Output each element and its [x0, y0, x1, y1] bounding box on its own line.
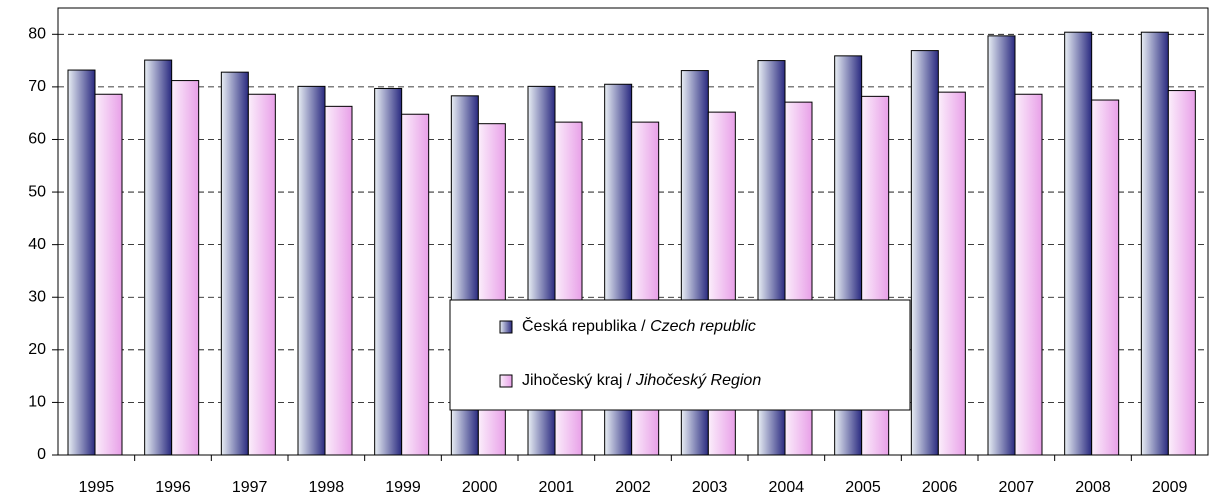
bar	[1091, 99, 1120, 456]
bar	[987, 35, 1016, 456]
y-tick-label: 50	[28, 183, 46, 200]
bar	[937, 91, 966, 456]
bar	[94, 93, 123, 456]
bar	[297, 85, 326, 456]
y-tick-label: 10	[28, 394, 46, 411]
legend	[449, 299, 911, 411]
bar	[324, 105, 353, 456]
x-tick-label: 2007	[999, 479, 1035, 496]
x-tick-label: 1999	[385, 479, 421, 496]
legend-label-part: Jihočeský Region	[631, 372, 761, 389]
y-tick-label: 60	[28, 131, 46, 148]
x-tick-label: 2002	[615, 479, 651, 496]
legend-swatch	[499, 374, 513, 388]
x-tick-label: 2000	[462, 479, 498, 496]
x-tick-label: 2004	[769, 479, 805, 496]
bar	[910, 50, 939, 456]
bar	[401, 113, 430, 456]
y-tick-label: 0	[37, 446, 46, 463]
bar	[144, 59, 173, 456]
bar	[67, 69, 96, 456]
legend-label: Jihočeský kraj / Jihočeský Region	[522, 372, 761, 389]
legend-label-part: Česká republika /	[522, 316, 646, 335]
bar	[220, 71, 249, 456]
bar	[247, 93, 276, 456]
bar	[171, 80, 200, 456]
x-tick-label: 2005	[845, 479, 881, 496]
bar	[1140, 31, 1169, 456]
legend-label-part: Jihočeský kraj /	[522, 372, 632, 389]
x-tick-label: 2008	[1075, 479, 1111, 496]
legend-label-part: Czech republic	[646, 318, 756, 335]
bar	[374, 87, 403, 456]
y-tick-label: 30	[28, 288, 46, 305]
legend-label: Česká republika / Czech republic	[522, 316, 756, 335]
legend-swatch	[499, 320, 513, 334]
y-tick-label: 20	[28, 341, 46, 358]
x-tick-label: 2009	[1152, 479, 1188, 496]
x-tick-label: 1996	[155, 479, 191, 496]
y-tick-label: 70	[28, 78, 46, 95]
x-tick-label: 1995	[79, 479, 115, 496]
bar	[1167, 90, 1196, 456]
x-tick-label: 2001	[539, 479, 575, 496]
x-tick-label: 2006	[922, 479, 958, 496]
x-tick-label: 2003	[692, 479, 728, 496]
y-tick-label: 80	[28, 26, 46, 43]
y-tick-label: 40	[28, 236, 46, 253]
x-tick-label: 1997	[232, 479, 268, 496]
bar	[1014, 93, 1043, 456]
x-tick-label: 1998	[309, 479, 345, 496]
bar	[1064, 31, 1093, 456]
